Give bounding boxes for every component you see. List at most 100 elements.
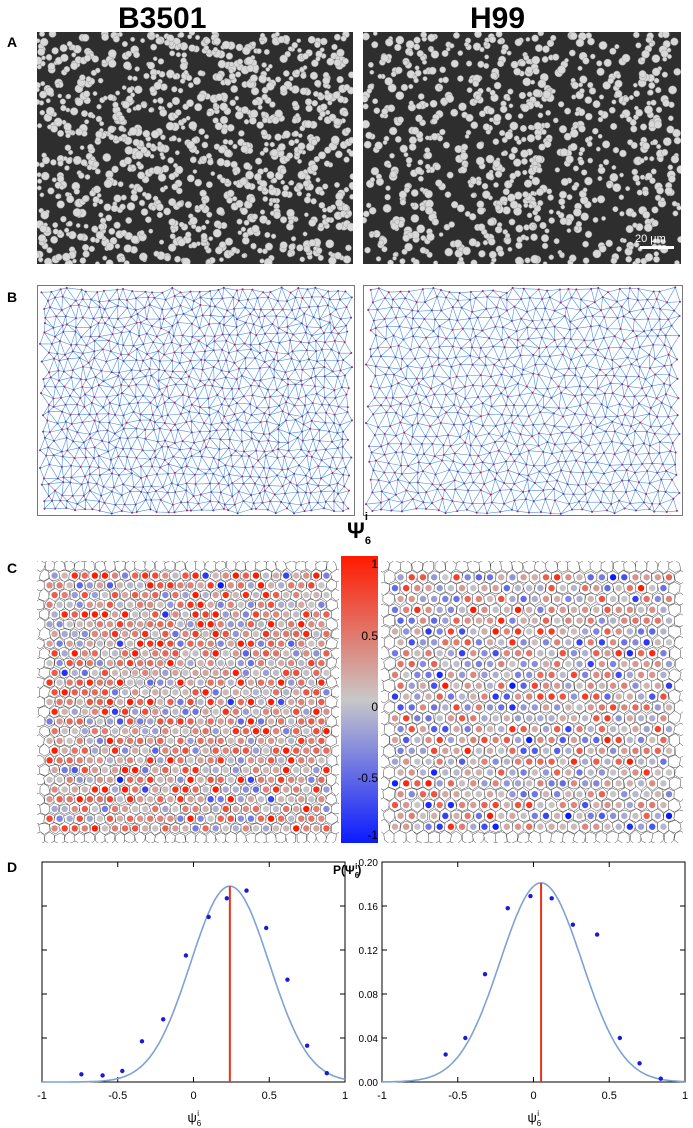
cell-node — [650, 328, 653, 331]
cell-node — [528, 296, 531, 299]
cell-node — [163, 353, 166, 356]
cell — [117, 181, 124, 188]
cell-node — [580, 298, 583, 301]
cell-order-marker — [121, 611, 129, 618]
cell — [330, 135, 340, 145]
cell-node — [672, 497, 675, 500]
cell-node — [81, 316, 84, 319]
cell-node — [47, 495, 50, 498]
cell — [75, 128, 83, 136]
cell — [251, 98, 259, 106]
cell — [57, 93, 63, 99]
cell-order-marker — [96, 718, 104, 725]
cell-order-marker — [162, 689, 169, 696]
cell-node — [277, 441, 280, 444]
cell-node — [351, 419, 353, 422]
cell-node — [342, 510, 345, 513]
cell-node — [377, 426, 380, 429]
strain-title-b3501: B3501 — [118, 2, 207, 35]
cell-node — [69, 305, 72, 308]
cell-node — [208, 323, 211, 326]
cell-order-marker — [66, 601, 73, 608]
cell-order-marker — [293, 591, 300, 599]
cell — [92, 196, 100, 204]
cell-order-marker — [46, 776, 53, 783]
cell-node — [436, 295, 439, 298]
cell-node — [93, 339, 96, 342]
cell-order-marker — [313, 708, 320, 715]
cell-node — [383, 453, 386, 456]
cell-order-marker — [197, 621, 204, 628]
cell — [377, 73, 383, 79]
cell-node — [314, 339, 317, 342]
cell-node — [407, 290, 410, 293]
cell — [315, 50, 323, 58]
cell-node — [39, 449, 41, 452]
cell-order-marker — [126, 776, 134, 783]
cell-node — [476, 316, 479, 319]
cell-node — [613, 453, 616, 456]
cell-node — [630, 463, 633, 466]
cell — [52, 228, 59, 235]
cell-node — [217, 482, 220, 485]
cell — [382, 140, 388, 145]
cell-node — [139, 413, 142, 416]
cell-order-marker — [157, 776, 164, 783]
cell-node — [74, 299, 77, 302]
cell-node — [70, 344, 73, 347]
cell-node — [609, 306, 612, 309]
cell — [442, 141, 450, 149]
cell-node — [495, 472, 498, 475]
cell-order-marker — [66, 776, 73, 783]
cell-node — [203, 383, 206, 386]
cell — [256, 121, 264, 129]
cell — [417, 159, 424, 166]
cell-node — [306, 482, 309, 485]
cell — [472, 80, 480, 88]
cell-order-marker — [207, 640, 214, 647]
cell-order-marker — [293, 650, 300, 657]
cell-order-marker — [81, 630, 89, 638]
cell-order-marker — [126, 698, 134, 706]
cell-node — [540, 336, 543, 339]
cell-order-marker — [131, 727, 139, 735]
cell-node — [221, 348, 224, 351]
cell-order-marker — [172, 650, 179, 657]
cell — [494, 225, 503, 234]
cell-node — [652, 343, 655, 346]
cell-node — [185, 420, 188, 423]
cell-node — [212, 509, 215, 512]
cell-node — [125, 421, 128, 424]
cell-node — [116, 288, 119, 291]
cell — [558, 190, 567, 199]
cell — [288, 76, 294, 82]
cell-order-marker — [136, 601, 144, 608]
cell — [243, 219, 250, 226]
cell-node — [91, 508, 94, 511]
cell — [261, 93, 269, 101]
cell-node — [624, 413, 627, 416]
cell — [115, 90, 121, 96]
cell-node — [350, 456, 353, 459]
cell-order-marker — [86, 718, 94, 725]
cell-node — [144, 437, 147, 440]
cell-node — [231, 495, 234, 498]
cell-node — [456, 510, 459, 513]
cell-order-marker — [81, 727, 89, 735]
cell-node — [77, 413, 80, 416]
cell-node — [313, 385, 316, 388]
cell-node — [527, 415, 530, 418]
cell-order-marker — [182, 669, 189, 677]
cell-node — [659, 328, 662, 331]
cell-node — [108, 401, 111, 404]
cell-order-marker — [91, 708, 99, 715]
cell — [57, 129, 65, 137]
cell-node — [369, 348, 372, 351]
cell-order-marker — [257, 659, 265, 667]
voronoi-cell — [144, 561, 155, 573]
cell-node — [156, 406, 159, 409]
cell-order-marker — [298, 679, 305, 686]
cell-node — [389, 425, 392, 428]
cell-node — [625, 375, 628, 378]
cell-order-marker — [46, 601, 53, 608]
